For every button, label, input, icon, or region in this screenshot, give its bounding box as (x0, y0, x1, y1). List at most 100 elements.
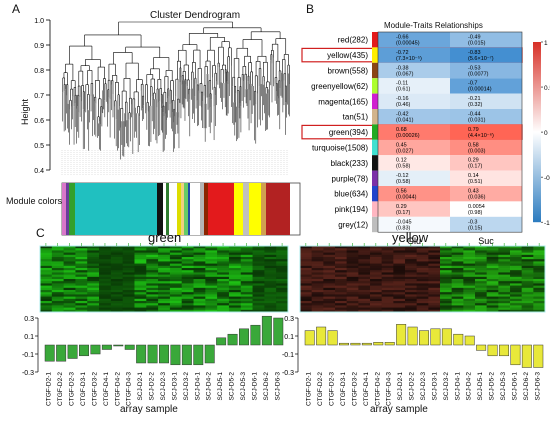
green-heatmap-cell (40, 268, 53, 271)
heatmap-cell (450, 139, 522, 156)
heatmap-cell (450, 124, 522, 140)
yellow-heatmap-cell (335, 287, 347, 291)
heatmap-cell (450, 93, 522, 109)
yellow-bars-y-tick-label: -0.1 (282, 352, 294, 359)
yellow-heatmap-cell (335, 296, 347, 299)
yellow-heatmap-cell (346, 294, 359, 297)
green-heatmap-cell (158, 303, 171, 306)
yellow-heatmap-cell (428, 294, 441, 297)
green-heatmap-cell (40, 281, 53, 284)
yellow-heatmap-cell (358, 307, 371, 310)
green-heatmap-cell (240, 246, 253, 249)
yellow-heatmap-cell (428, 246, 441, 249)
yellow-heatmap-cell (335, 279, 347, 282)
green-heatmap-cell (240, 283, 253, 286)
green-heatmap-cell (99, 250, 112, 253)
green-heatmap-cell (40, 261, 53, 264)
yellow-heatmap-cell (463, 250, 476, 253)
yellow-heatmap-cell (335, 292, 347, 295)
yellow-heatmap-cell (498, 270, 511, 273)
green-heatmap-cell (40, 270, 53, 273)
green-heatmap-cell (87, 265, 100, 269)
green-heatmap-cell (87, 294, 100, 297)
yellow-heatmap-cell (358, 283, 371, 286)
green-bars-x-tick-label: CTGF-D4-2 (114, 372, 121, 406)
yellow-heatmap-cell (486, 294, 499, 297)
module-color-band (208, 183, 222, 235)
green-heatmap-cell (158, 254, 171, 258)
green-heatmap-cell (122, 270, 135, 273)
yellow-heatmap-cell (335, 274, 347, 277)
green-heatmap-cell (193, 298, 206, 302)
green-heatmap-cell (181, 279, 194, 282)
green-heatmap-cell (63, 281, 76, 284)
yellow-heatmap-cell (533, 265, 546, 269)
green-heatmap-cell (134, 294, 147, 297)
yellow-heatmap-cell (521, 276, 534, 280)
yellow-heatmap-cell (451, 272, 464, 275)
green-heatmap-cell (276, 257, 289, 260)
green-heatmap-cell (205, 270, 218, 273)
green-heatmap-cell (51, 248, 64, 251)
green-heatmap-cell (146, 274, 159, 277)
module-color-swatch (372, 47, 378, 63)
green-heatmap-cell (87, 285, 100, 288)
heatmap-cell-pvalue: (0.041) (396, 118, 414, 124)
green-heatmap-cell (181, 290, 194, 293)
green-heatmap-cell (228, 281, 241, 284)
yellow-heatmap-cell (346, 292, 359, 295)
green-heatmap-cell (134, 279, 147, 282)
green-heatmap-cell (99, 279, 112, 282)
green-heatmap-cell (228, 276, 241, 280)
green-heatmap-cell (99, 272, 112, 275)
green-heatmap-cell (51, 263, 64, 266)
yellow-heatmap-cell (346, 296, 359, 299)
green-bars-x-tick-label: SCJ-D2-1 (137, 372, 144, 401)
green-heatmap-cell (75, 290, 88, 293)
yellow-heatmap-cell (451, 305, 464, 308)
green-heatmap-cell (240, 294, 253, 297)
yellow-heatmap-cell (498, 276, 511, 280)
yellow-heatmap-cell (416, 281, 429, 284)
green-heatmap-cell (252, 296, 265, 299)
green-heatmap-cell (51, 296, 64, 299)
yellow-heatmap-cell (463, 261, 476, 264)
cluster-dendrogram: 1.00.90.80.70.60.50.4 (34, 18, 301, 236)
green-heatmap-cell (63, 309, 76, 313)
green-heatmap-cell (217, 305, 230, 308)
yellow-bars-x-tick-label: SCJ-D3-2 (443, 372, 450, 401)
green-heatmap-cell (158, 270, 171, 273)
green-heatmap-cell (252, 290, 265, 293)
yellow-heatmap-cell (405, 248, 417, 251)
green-heatmap-cell (181, 254, 194, 258)
yellow-bars-bar (304, 330, 315, 346)
green-heatmap-cell (217, 276, 230, 280)
green-heatmap-cell (158, 276, 171, 280)
module-color-band (149, 183, 153, 235)
yellow-heatmap-cell (405, 268, 417, 271)
heatmap-cell-value: -0.66 (396, 35, 409, 41)
green-heatmap-cell (276, 292, 289, 295)
green-heatmap-cell (87, 252, 100, 255)
yellow-heatmap-cell (510, 274, 522, 277)
green-heatmap-cell (99, 257, 112, 260)
green-heatmap-cell (63, 272, 76, 275)
yellow-heatmap-cell (416, 287, 429, 291)
heatmap-row-label: grey(12) (338, 221, 368, 230)
yellow-heatmap-cell (370, 261, 382, 264)
yellow-heatmap-cell (498, 301, 511, 304)
green-heatmap-cell (51, 298, 64, 302)
green-heatmap-cell (134, 283, 147, 286)
module-color-swatch (372, 155, 378, 171)
green-heatmap-cell (217, 259, 230, 262)
green-heatmap-cell (181, 263, 194, 266)
yellow-heatmap-cell (498, 250, 511, 253)
heatmap-cell-pvalue: (0.32) (468, 102, 483, 108)
dendro-y-tick-label: 1.0 (34, 18, 44, 25)
yellow-heatmap-cell (486, 259, 499, 262)
green-bars-x-tick-label: SCJ-D6-2 (263, 372, 270, 401)
green-heatmap-cell (240, 296, 253, 299)
green-bars-x-tick-label: SCJ-D4-1 (194, 372, 201, 401)
green-heatmap-cell (264, 309, 277, 313)
green-heatmap-cell (240, 272, 253, 275)
